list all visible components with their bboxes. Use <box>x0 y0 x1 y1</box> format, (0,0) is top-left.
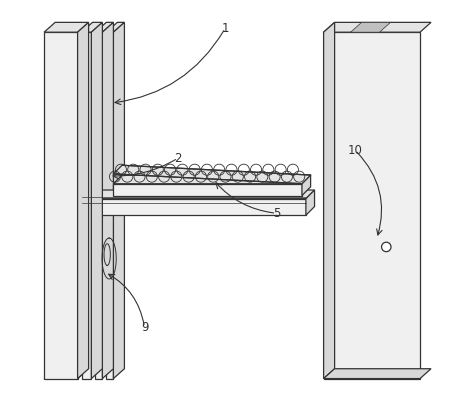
Polygon shape <box>106 32 113 378</box>
Polygon shape <box>95 32 102 378</box>
Text: 9: 9 <box>141 321 148 334</box>
Polygon shape <box>302 175 310 196</box>
Polygon shape <box>351 23 391 32</box>
Polygon shape <box>113 165 310 184</box>
Polygon shape <box>113 184 302 196</box>
Polygon shape <box>113 23 125 378</box>
Polygon shape <box>324 23 335 378</box>
Circle shape <box>382 242 391 252</box>
Polygon shape <box>102 23 113 378</box>
Polygon shape <box>44 369 89 378</box>
Text: 2: 2 <box>174 152 182 165</box>
Polygon shape <box>82 199 306 215</box>
Polygon shape <box>95 23 113 32</box>
Polygon shape <box>82 190 315 199</box>
Polygon shape <box>324 32 420 378</box>
Polygon shape <box>82 32 91 378</box>
Text: 5: 5 <box>273 207 280 220</box>
Text: 1: 1 <box>221 22 229 35</box>
Polygon shape <box>324 23 431 32</box>
Polygon shape <box>113 175 310 184</box>
Polygon shape <box>91 23 102 378</box>
Polygon shape <box>78 23 89 378</box>
Polygon shape <box>82 23 102 32</box>
Text: 10: 10 <box>347 144 363 157</box>
Polygon shape <box>106 23 125 32</box>
Polygon shape <box>324 369 431 378</box>
Polygon shape <box>44 23 89 32</box>
Polygon shape <box>306 190 315 215</box>
Polygon shape <box>44 32 78 378</box>
